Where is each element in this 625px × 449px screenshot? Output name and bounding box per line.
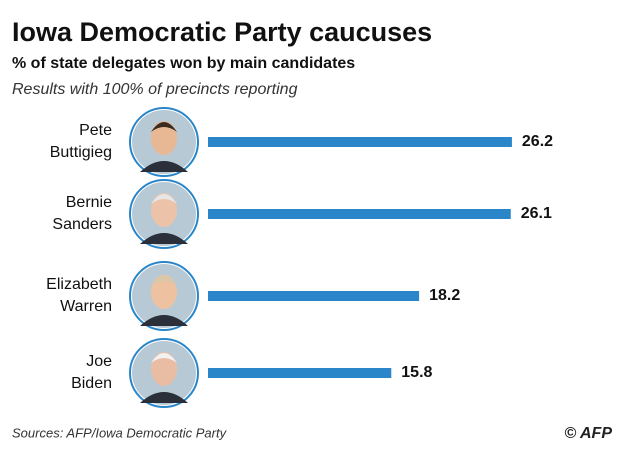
portrait-body <box>140 315 188 326</box>
portrait-body <box>140 392 188 403</box>
portrait-face <box>151 352 177 386</box>
portrait <box>129 261 199 331</box>
portrait-face <box>151 193 177 227</box>
category-label: Pete Buttigieg <box>50 122 112 161</box>
bar <box>208 291 420 301</box>
chart-title: Iowa Democratic Party caucuses <box>12 17 432 47</box>
portrait-body <box>140 161 188 172</box>
portrait-face <box>151 275 177 309</box>
bar <box>208 137 512 147</box>
portrait-hair <box>151 122 177 132</box>
portrait-face <box>151 121 177 155</box>
portrait-body <box>140 233 188 244</box>
portrait <box>129 179 199 249</box>
portrait-hair <box>151 194 177 204</box>
portrait <box>129 107 199 177</box>
category-label: Joe Biden <box>71 353 112 392</box>
bar <box>208 368 392 378</box>
chart-note: Results with 100% of precincts reporting <box>12 81 298 98</box>
bar <box>208 209 511 219</box>
portrait <box>129 338 199 408</box>
chart-subtitle: % of state delegates won by main candida… <box>12 55 355 72</box>
source: Sources: AFP/Iowa Democratic Party <box>12 425 228 440</box>
category-label: Bernie Sanders <box>52 194 112 233</box>
category-label: Elizabeth Warren <box>46 276 112 315</box>
value-label: 26.1 <box>521 205 552 222</box>
value-label: 18.2 <box>429 287 460 304</box>
portrait-hair <box>151 353 177 363</box>
value-label: 15.8 <box>401 364 432 381</box>
credit: © AFP <box>564 425 612 442</box>
portrait-hair <box>151 276 177 286</box>
value-label: 26.2 <box>522 133 553 150</box>
